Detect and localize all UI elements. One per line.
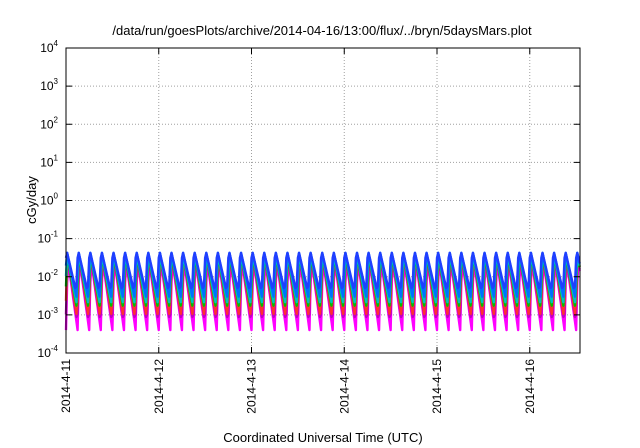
series-group bbox=[64, 251, 581, 332]
series-line bbox=[64, 251, 581, 290]
y-tick-label: 10-2 bbox=[38, 268, 59, 284]
y-tick-label: 103 bbox=[40, 77, 58, 93]
y-tick-label: 10-4 bbox=[38, 344, 59, 360]
x-tick-label: 2014-4-14 bbox=[337, 359, 351, 414]
y-tick-label: 100 bbox=[40, 192, 58, 208]
x-tick-label: 2014-4-16 bbox=[523, 359, 537, 414]
x-tick-label: 2014-4-12 bbox=[152, 359, 166, 414]
chart-title: /data/run/goesPlots/archive/2014-04-16/1… bbox=[112, 23, 532, 38]
y-tick-label: 10-1 bbox=[38, 230, 59, 246]
x-tick-label: 2014-4-13 bbox=[245, 359, 259, 414]
y-tick-label: 104 bbox=[40, 39, 58, 55]
y-tick-label: 101 bbox=[40, 153, 58, 169]
axes: 104 103 102 101 100 10-1 10-2 10-3 10-42014-4-11… bbox=[38, 39, 580, 414]
plot-frame bbox=[65, 47, 581, 354]
y-axis-label: cGy/day bbox=[24, 176, 39, 224]
x-axis-label: Coordinated Universal Time (UTC) bbox=[223, 430, 422, 445]
x-tick-label: 2014-4-11 bbox=[59, 359, 73, 413]
y-tick-label: 10-3 bbox=[38, 306, 59, 322]
x-tick-label: 2014-4-15 bbox=[430, 359, 444, 414]
y-tick-label: 102 bbox=[40, 115, 58, 131]
